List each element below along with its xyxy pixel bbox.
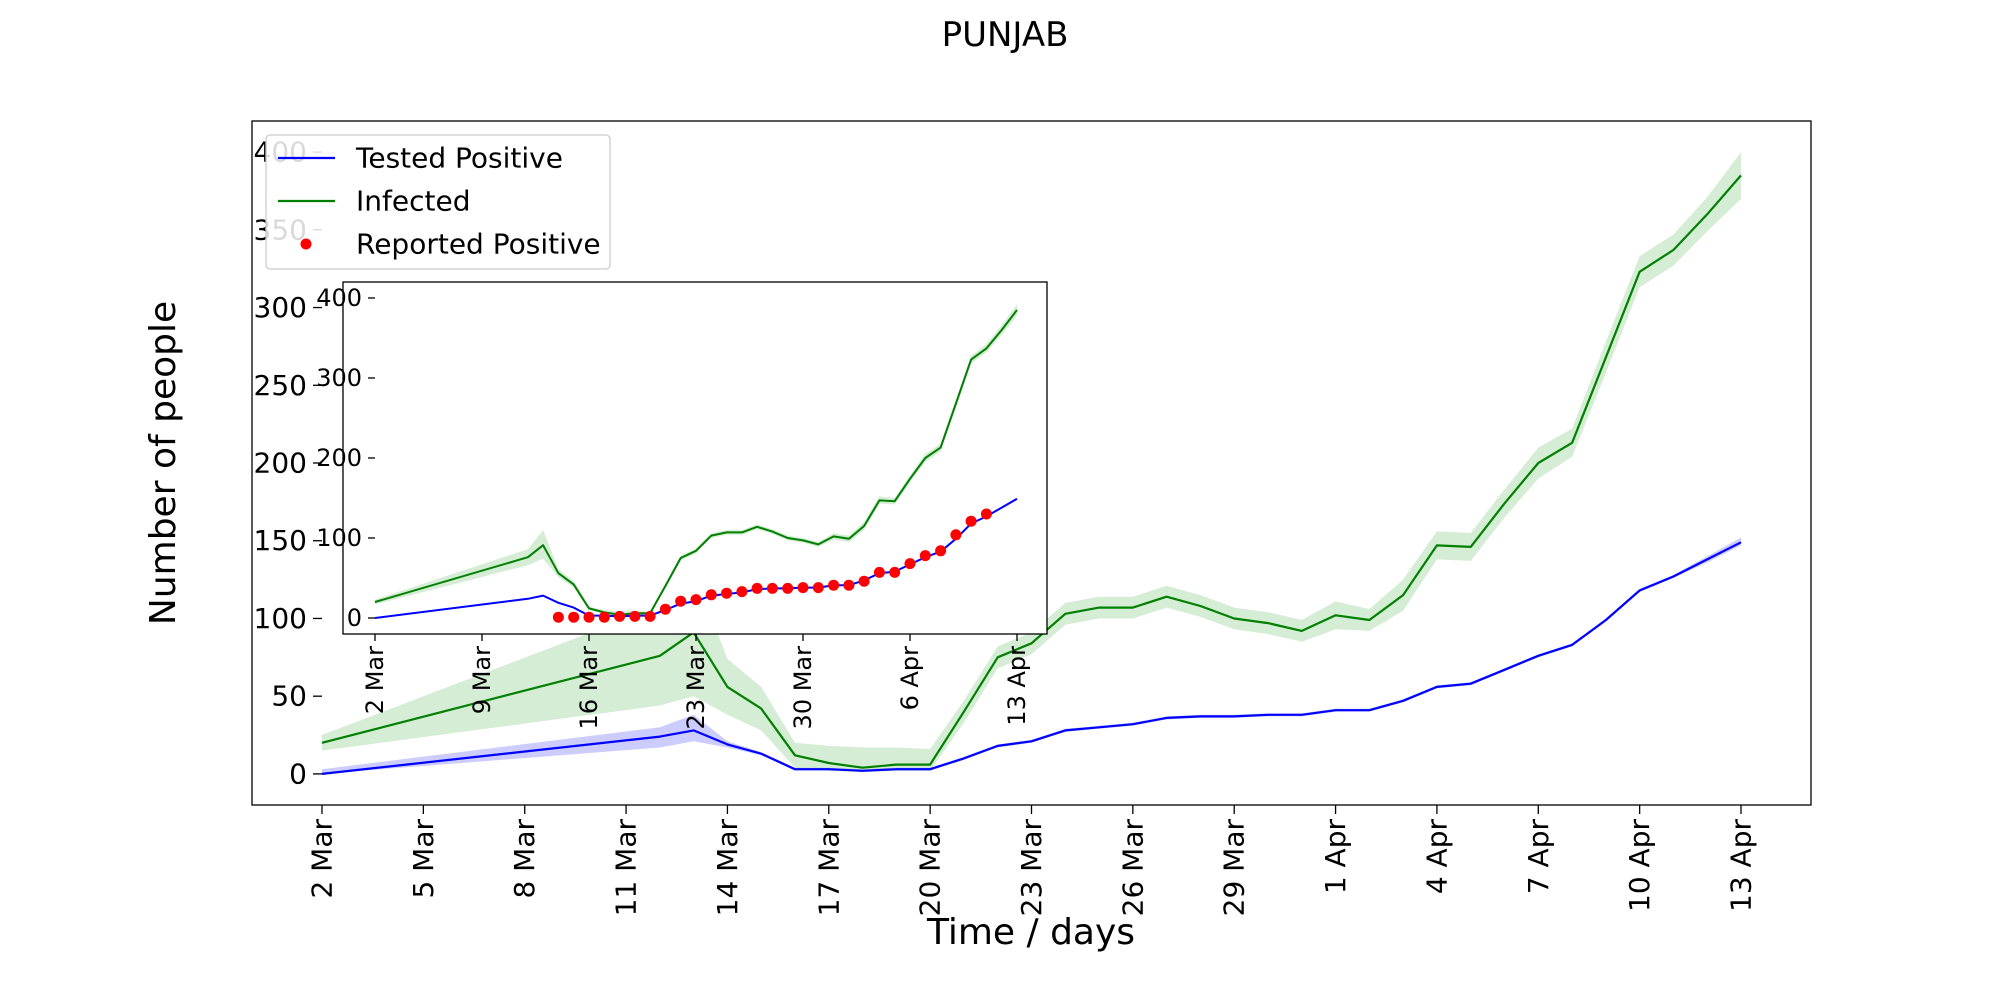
main-x-tick-label: 26 Mar (1116, 819, 1149, 917)
inset-reported-positive-point (614, 610, 626, 622)
main-infected-line (321, 174, 1742, 769)
main-y-tick-label: 100 (254, 602, 307, 635)
main-y-tick-label: 150 (254, 524, 307, 557)
inset-reported-points (552, 508, 992, 623)
inset-x-tick-label: 30 Mar (789, 646, 817, 730)
inset-reported-positive-point (980, 508, 992, 520)
inset-y-tick-label: 200 (316, 444, 362, 472)
inset-confidence-bands (375, 304, 1017, 616)
inset-reported-positive-point (935, 545, 947, 557)
main-x-tick-label: 4 Apr (1420, 819, 1453, 895)
inset-reported-positive-point (598, 611, 610, 623)
inset-reported-positive-point (843, 579, 855, 591)
inset-reported-positive-point (629, 610, 641, 622)
main-x-tick-label: 11 Mar (610, 819, 643, 917)
y-axis-label: Number of people (143, 301, 184, 625)
main-x-tick-label: 14 Mar (711, 819, 744, 917)
inset-reported-positive-point (721, 587, 733, 599)
legend-reported-positive-swatch (300, 238, 312, 250)
legend: Tested Positive Infected Reported Positive (265, 134, 611, 270)
main-y-tick-label: 250 (254, 369, 307, 402)
main-x-tick-label: 17 Mar (812, 819, 845, 917)
x-axis-label: Time / days (926, 912, 1135, 953)
inset-y-axis: 0 100 200 300 400 (316, 284, 375, 632)
inset-chart: 2 Mar 9 Mar 16 Mar 23 Mar 30 Mar 6 Apr 13 Apr … (316, 281, 1048, 729)
inset-series-lines (374, 309, 1018, 619)
inset-x-tick-label: 9 Mar (468, 646, 496, 714)
inset-reported-positive-point (705, 589, 717, 601)
inset-reported-positive-point (812, 582, 824, 594)
inset-background (343, 282, 1047, 634)
legend-box (265, 134, 611, 270)
inset-infected-line (374, 309, 1018, 616)
main-x-tick-label: 23 Mar (1015, 819, 1048, 917)
inset-reported-positive-point (858, 575, 870, 587)
main-x-tick-label: 13 Apr (1725, 819, 1758, 912)
main-y-tick-label: 0 (289, 757, 307, 790)
inset-reported-positive-point (659, 603, 671, 615)
main-series-lines (321, 174, 1742, 775)
inset-y-tick-label: 400 (316, 284, 362, 312)
inset-x-tick-label: 13 Apr (1003, 646, 1031, 726)
inset-reported-positive-point (889, 566, 901, 578)
inset-x-tick-label: 16 Mar (575, 646, 603, 730)
main-x-tick-label: 29 Mar (1218, 819, 1251, 917)
inset-infected-band (375, 304, 1017, 616)
main-x-axis: 2 Mar 5 Mar 8 Mar 11 Mar 14 Mar 17 Mar 20 Mar 2… (306, 805, 1758, 916)
main-x-tick-label: 1 Apr (1319, 819, 1352, 895)
inset-reported-positive-point (552, 611, 564, 623)
inset-tested-positive-line (374, 497, 1018, 619)
inset-reported-positive-point (568, 611, 580, 623)
main-x-tick-label: 5 Mar (407, 819, 440, 899)
inset-reported-positive-point (828, 579, 840, 591)
inset-y-tick-label: 100 (316, 524, 362, 552)
legend-reported-positive-label: Reported Positive (356, 228, 601, 261)
inset-reported-positive-point (583, 611, 595, 623)
inset-plot-area (342, 281, 1048, 635)
main-x-tick-label: 20 Mar (914, 819, 947, 917)
main-y-tick-label: 200 (254, 447, 307, 480)
inset-reported-positive-point (690, 594, 702, 606)
inset-x-tick-label: 23 Mar (682, 646, 710, 730)
inset-y-tick-label: 300 (316, 364, 362, 392)
inset-reported-positive-point (797, 582, 809, 594)
main-x-tick-label: 7 Apr (1522, 819, 1555, 895)
inset-x-axis: 2 Mar 9 Mar 16 Mar 23 Mar 30 Mar 6 Apr 13 Apr (361, 634, 1031, 729)
main-y-tick-label: 50 (271, 680, 307, 713)
inset-reported-positive-point (736, 586, 748, 598)
inset-reported-positive-point (766, 582, 778, 594)
main-x-tick-label: 10 Apr (1623, 819, 1656, 912)
inset-reported-positive-point (950, 529, 962, 541)
inset-reported-positive-point (965, 515, 977, 527)
inset-reported-positive-point (644, 610, 656, 622)
inset-reported-positive-point (919, 550, 931, 562)
legend-tested-positive-label: Tested Positive (355, 142, 563, 175)
main-x-tick-label: 8 Mar (508, 819, 541, 899)
inset-x-tick-label: 2 Mar (361, 646, 389, 714)
inset-y-tick-label: 0 (347, 604, 362, 632)
main-x-tick-label: 2 Mar (306, 819, 339, 899)
inset-reported-positive-point (873, 566, 885, 578)
inset-reported-positive-point (675, 595, 687, 607)
main-tested-positive-line (321, 541, 1742, 775)
inset-reported-positive-point (904, 558, 916, 570)
legend-infected-label: Infected (356, 185, 470, 218)
inset-reported-positive-point (751, 582, 763, 594)
chart-title: PUNJAB (942, 15, 1069, 55)
main-y-tick-label: 300 (254, 291, 307, 324)
inset-x-tick-label: 6 Apr (896, 646, 924, 711)
inset-reported-positive-point (782, 582, 794, 594)
